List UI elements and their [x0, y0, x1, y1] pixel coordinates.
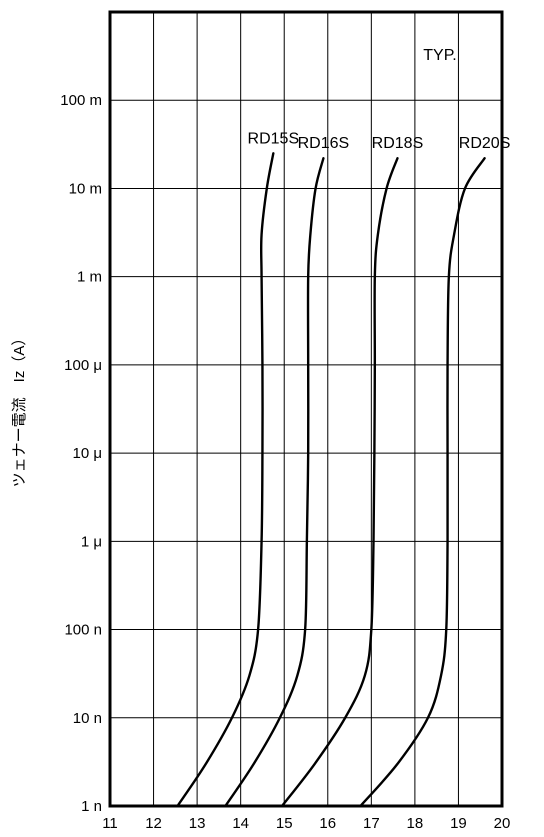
- y-tick-label: 1 m: [77, 269, 102, 286]
- x-tick-label: 11: [102, 815, 118, 832]
- y-tick-label: 1 n: [81, 798, 102, 815]
- series-line-rd15s: [176, 152, 275, 808]
- typ-annotation: TYP.: [423, 47, 457, 64]
- y-tick-label: 100 m: [60, 92, 102, 109]
- series-label-rd20s: RD20S: [459, 135, 511, 152]
- y-tick-label: 10 n: [73, 710, 102, 727]
- y-tick-label: 100 μ: [64, 357, 102, 374]
- x-tick-label: 19: [450, 815, 467, 832]
- series-line-rd16s: [224, 157, 325, 808]
- x-tick-label: 18: [407, 815, 424, 832]
- y-tick-label: 10 m: [69, 180, 102, 197]
- y-tick-label: 100 n: [64, 622, 102, 639]
- x-tick-label: 13: [189, 815, 206, 832]
- x-tick-label: 20: [494, 815, 511, 832]
- x-tick-label: 15: [276, 815, 293, 832]
- y-tick-labels: 1 n 10 n 100 n 1 μ 10 μ 100 μ 1 m 10 m 100 m: [60, 92, 102, 815]
- x-tick-label: 14: [232, 815, 249, 832]
- series-label-rd18s: RD18S: [372, 135, 424, 152]
- series-label-rd15s: RD15S: [248, 130, 300, 147]
- x-tick-label: 17: [363, 815, 380, 832]
- series-line-rd18s: [280, 157, 399, 808]
- series-line-rd20s: [359, 157, 486, 808]
- x-tick-label: 16: [319, 815, 336, 832]
- plot-frame: [108, 10, 504, 808]
- series-label-rd16s: RD16S: [298, 135, 350, 152]
- y-tick-label: 10 μ: [73, 445, 103, 462]
- grid: [110, 12, 502, 806]
- series-curves: [176, 152, 486, 808]
- y-axis-label: ツェナー電流 Iz（A）: [11, 331, 28, 488]
- x-tick-labels: 11 12 13 14 15 16 17 18 19 20: [102, 815, 510, 832]
- y-tick-label: 1 μ: [81, 533, 102, 550]
- x-tick-label: 12: [145, 815, 162, 832]
